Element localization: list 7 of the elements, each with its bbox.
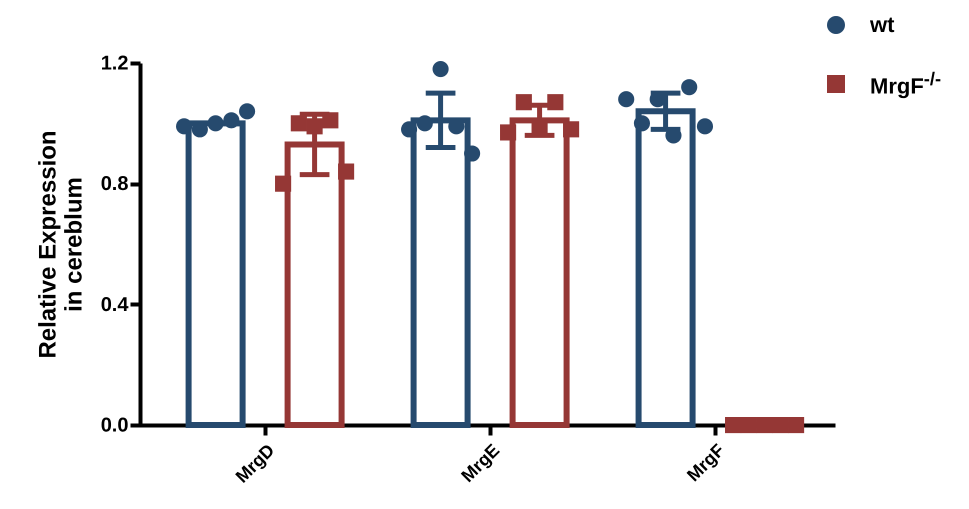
legend-label: wt — [870, 12, 894, 38]
y-tick-label: 0.0 — [100, 414, 128, 436]
y-tick-label: 0.4 — [100, 294, 130, 316]
y-tick-label: 1.2 — [100, 52, 128, 74]
y-tick-label: 0.8 — [100, 173, 128, 196]
legend-label: MrgF$^{-/-}$ — [870, 68, 942, 100]
y-axis-title: Relative Expression in cereblum — [34, 130, 88, 359]
